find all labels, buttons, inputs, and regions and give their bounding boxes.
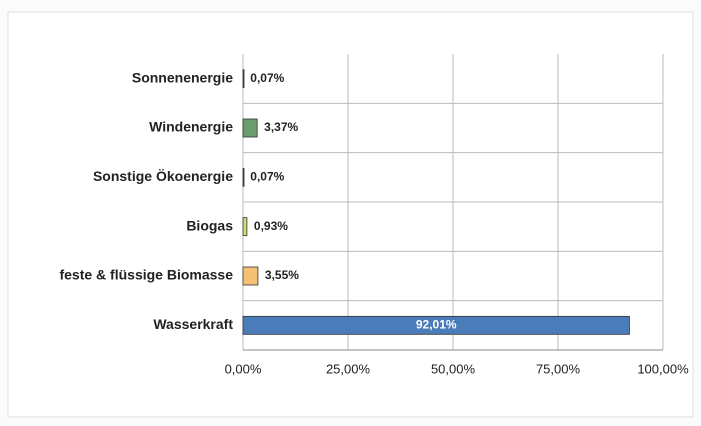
category-label: feste & flüssige Biomasse xyxy=(59,267,233,283)
x-tick-label: 75,00% xyxy=(536,361,581,376)
bar xyxy=(242,217,248,237)
category-label: Sonstige Ökoenergie xyxy=(93,168,233,184)
chart-frame xyxy=(7,11,694,418)
bar xyxy=(242,167,245,187)
value-label: 3,55% xyxy=(265,268,299,282)
category-label: Biogas xyxy=(186,217,233,233)
x-tick-label: 0,00% xyxy=(225,361,262,376)
category-label: Sonnenenergie xyxy=(132,69,233,85)
value-label: 0,07% xyxy=(250,170,284,184)
value-label: 0,07% xyxy=(250,71,284,85)
bar xyxy=(242,118,258,138)
x-tick-label: 100,00% xyxy=(637,361,689,376)
category-label: Windenergie xyxy=(149,119,233,135)
value-label: 92,01% xyxy=(416,318,457,332)
category-label: Wasserkraft xyxy=(153,316,233,332)
bar xyxy=(242,266,259,286)
x-tick-label: 25,00% xyxy=(326,361,371,376)
value-label: 3,37% xyxy=(264,120,298,134)
x-tick-label: 50,00% xyxy=(431,361,476,376)
bar xyxy=(242,315,630,335)
bar xyxy=(242,69,245,89)
value-label: 0,93% xyxy=(254,219,288,233)
